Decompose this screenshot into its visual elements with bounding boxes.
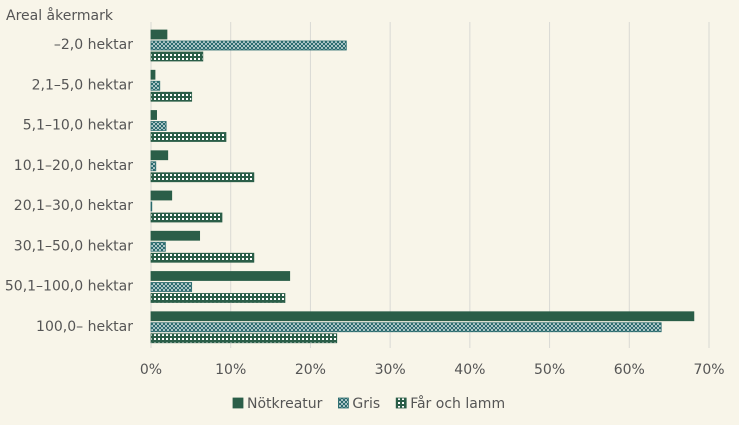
bar [150, 150, 169, 161]
bar [150, 293, 286, 303]
bar [150, 333, 338, 344]
legend-label: Nötkreatur [247, 396, 323, 412]
bar [150, 322, 662, 333]
y-tick-label: 2,1–5,0 hektar [32, 77, 134, 93]
bar [150, 282, 193, 292]
bar [150, 230, 201, 241]
legend-swatch [338, 397, 349, 409]
x-tick-label: 70% [693, 362, 724, 378]
bar [150, 241, 166, 252]
x-tick-label: 40% [454, 362, 485, 378]
bar [150, 69, 156, 80]
bar [150, 252, 255, 263]
x-tick-label: 20% [295, 362, 326, 378]
bar [150, 40, 347, 51]
y-tick-label: 50,1–100,0 hektar [5, 279, 133, 295]
x-tick-label: 0% [140, 362, 162, 378]
legend-label: Gris [352, 396, 380, 412]
x-tick-label: 10% [215, 362, 246, 378]
bar [150, 190, 173, 201]
y-tick-label: –2,0 hektar [54, 37, 133, 53]
legend-swatch [395, 397, 407, 409]
x-tick-label: 60% [614, 362, 645, 378]
x-tick-label: 30% [375, 362, 406, 378]
x-tick-label: 50% [534, 362, 565, 378]
bar [150, 80, 161, 91]
bar [150, 51, 204, 62]
y-tick-label: 20,1–30,0 hektar [14, 198, 133, 214]
bar [150, 110, 157, 120]
y-tick-label: 10,1–20,0 hektar [14, 158, 133, 174]
bar [150, 311, 695, 322]
y-tick-label: 5,1–10,0 hektar [23, 118, 134, 134]
bar [150, 161, 157, 172]
bar [150, 172, 255, 183]
legend-swatch [232, 397, 244, 409]
legend-label: Får och lamm [410, 395, 505, 412]
bar [150, 132, 227, 142]
axis-title: Areal åkermark [6, 7, 114, 24]
bar [150, 212, 223, 223]
bar [150, 121, 167, 131]
bar [150, 271, 291, 281]
y-tick-label: 100,0– hektar [36, 319, 133, 335]
y-tick-label: 30,1–50,0 hektar [14, 238, 133, 254]
bar [150, 29, 168, 40]
bar [150, 201, 153, 212]
bar [150, 91, 193, 102]
